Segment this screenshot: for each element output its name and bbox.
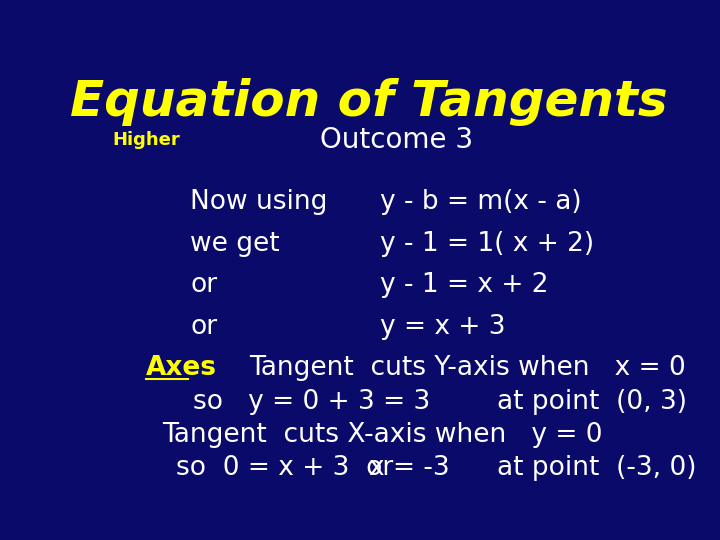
Text: y - b = m(x - a): y - b = m(x - a) [380, 189, 582, 215]
Text: at point  (-3, 0): at point (-3, 0) [498, 455, 697, 481]
Text: y = x + 3: y = x + 3 [380, 314, 505, 340]
Text: we get: we get [190, 231, 280, 256]
Text: Tangent  cuts Y-axis when   x = 0: Tangent cuts Y-axis when x = 0 [249, 355, 685, 381]
Text: Equation of Tangents: Equation of Tangents [70, 78, 668, 126]
Text: Tangent  cuts X-axis when   y = 0: Tangent cuts X-axis when y = 0 [163, 422, 603, 448]
Text: at point  (0, 3): at point (0, 3) [498, 389, 688, 415]
Text: or: or [190, 272, 217, 298]
Text: Axes: Axes [145, 355, 217, 381]
Text: so  0 = x + 3  or: so 0 = x + 3 or [176, 455, 394, 481]
Text: Now using: Now using [190, 189, 328, 215]
Text: y - 1 = x + 2: y - 1 = x + 2 [380, 272, 549, 298]
Text: x = -3: x = -3 [369, 455, 449, 481]
Text: so   y = 0 + 3 = 3: so y = 0 + 3 = 3 [193, 389, 431, 415]
Text: Higher: Higher [112, 131, 180, 149]
Text: y - 1 = 1( x + 2): y - 1 = 1( x + 2) [380, 231, 594, 256]
Text: or: or [190, 314, 217, 340]
Text: Outcome 3: Outcome 3 [320, 126, 474, 154]
